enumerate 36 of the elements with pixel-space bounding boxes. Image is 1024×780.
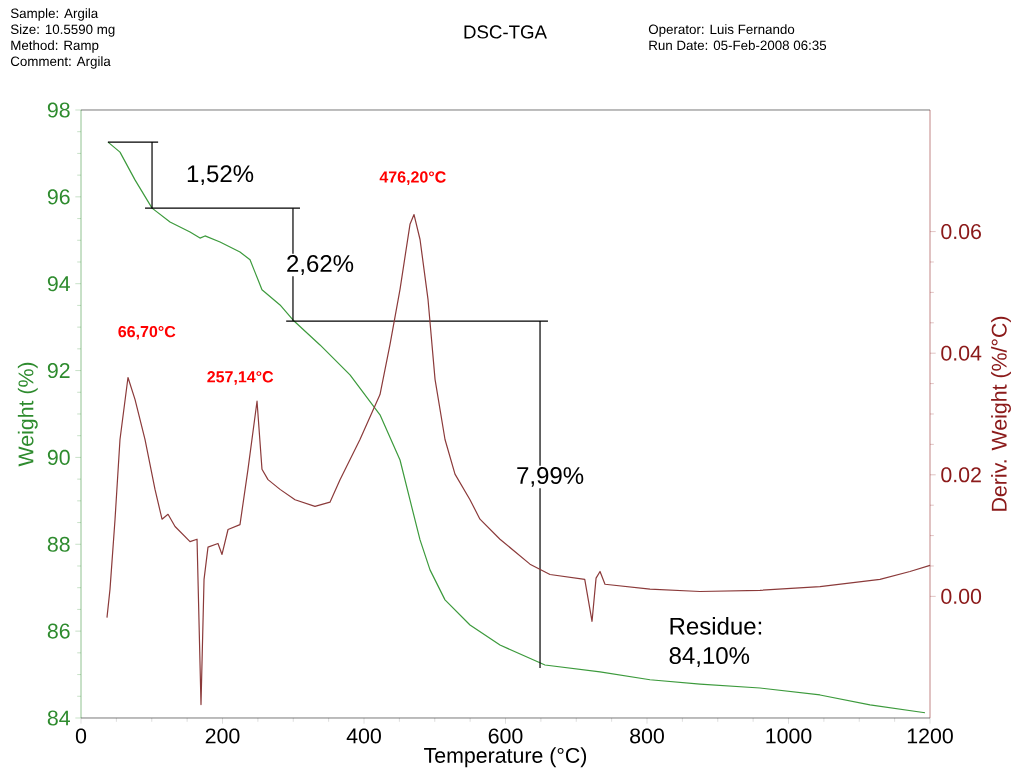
x-tick-label: 200 <box>205 728 240 744</box>
y-axis-title: Weight (%) <box>17 362 38 467</box>
text: Method: Ramp <box>11 40 99 53</box>
annotation: 2,62% <box>287 255 354 275</box>
text: Size: 10.5590 mg <box>10 24 115 37</box>
x-tick-label: 0 <box>75 728 87 744</box>
y-tick-label: 96 <box>47 189 70 205</box>
text: Comment: Argila <box>10 56 111 69</box>
y2-tick-label: 0.04 <box>941 345 982 361</box>
annotation: 257,14°C <box>207 371 274 385</box>
y2-tick-label: 0.00 <box>941 588 982 604</box>
y-tick-label: 98 <box>47 102 70 118</box>
y2-axis-title: Deriv. Weight (%/°C) <box>991 316 1011 511</box>
x-tick-label: 800 <box>630 728 664 744</box>
annotation: 66,70°C <box>118 325 176 340</box>
annotation: Residue: 84,10% <box>669 617 762 667</box>
x-tick-label: 600 <box>488 728 523 744</box>
y-tick-label: 94 <box>47 276 70 292</box>
y-tick-label: 86 <box>47 623 70 639</box>
x-axis-title: Temperature (°C) <box>424 747 587 768</box>
chart-title: DSC-TGA <box>464 25 547 39</box>
y-tick-label: 90 <box>47 449 70 465</box>
y-tick-label: 88 <box>47 536 70 552</box>
y2-tick-label: 0.06 <box>941 224 981 240</box>
x-tick-label: 1000 <box>766 728 812 744</box>
x-tick-label: 1200 <box>907 728 953 744</box>
annotation: 1,52% <box>187 165 254 186</box>
text: Operator: Luis Fernando <box>648 24 795 37</box>
y-tick-label: 84 <box>47 710 70 726</box>
text: Run Date: 05-Feb-2008 06:35 <box>649 40 827 51</box>
y-tick-label: 92 <box>47 363 70 379</box>
text: Sample: Argila <box>10 8 99 21</box>
annotation: 7,99% <box>517 467 584 487</box>
y2-tick-label: 0.02 <box>941 467 981 483</box>
annotation: 476,20°C <box>379 171 446 185</box>
x-tick-label: 400 <box>346 728 381 744</box>
